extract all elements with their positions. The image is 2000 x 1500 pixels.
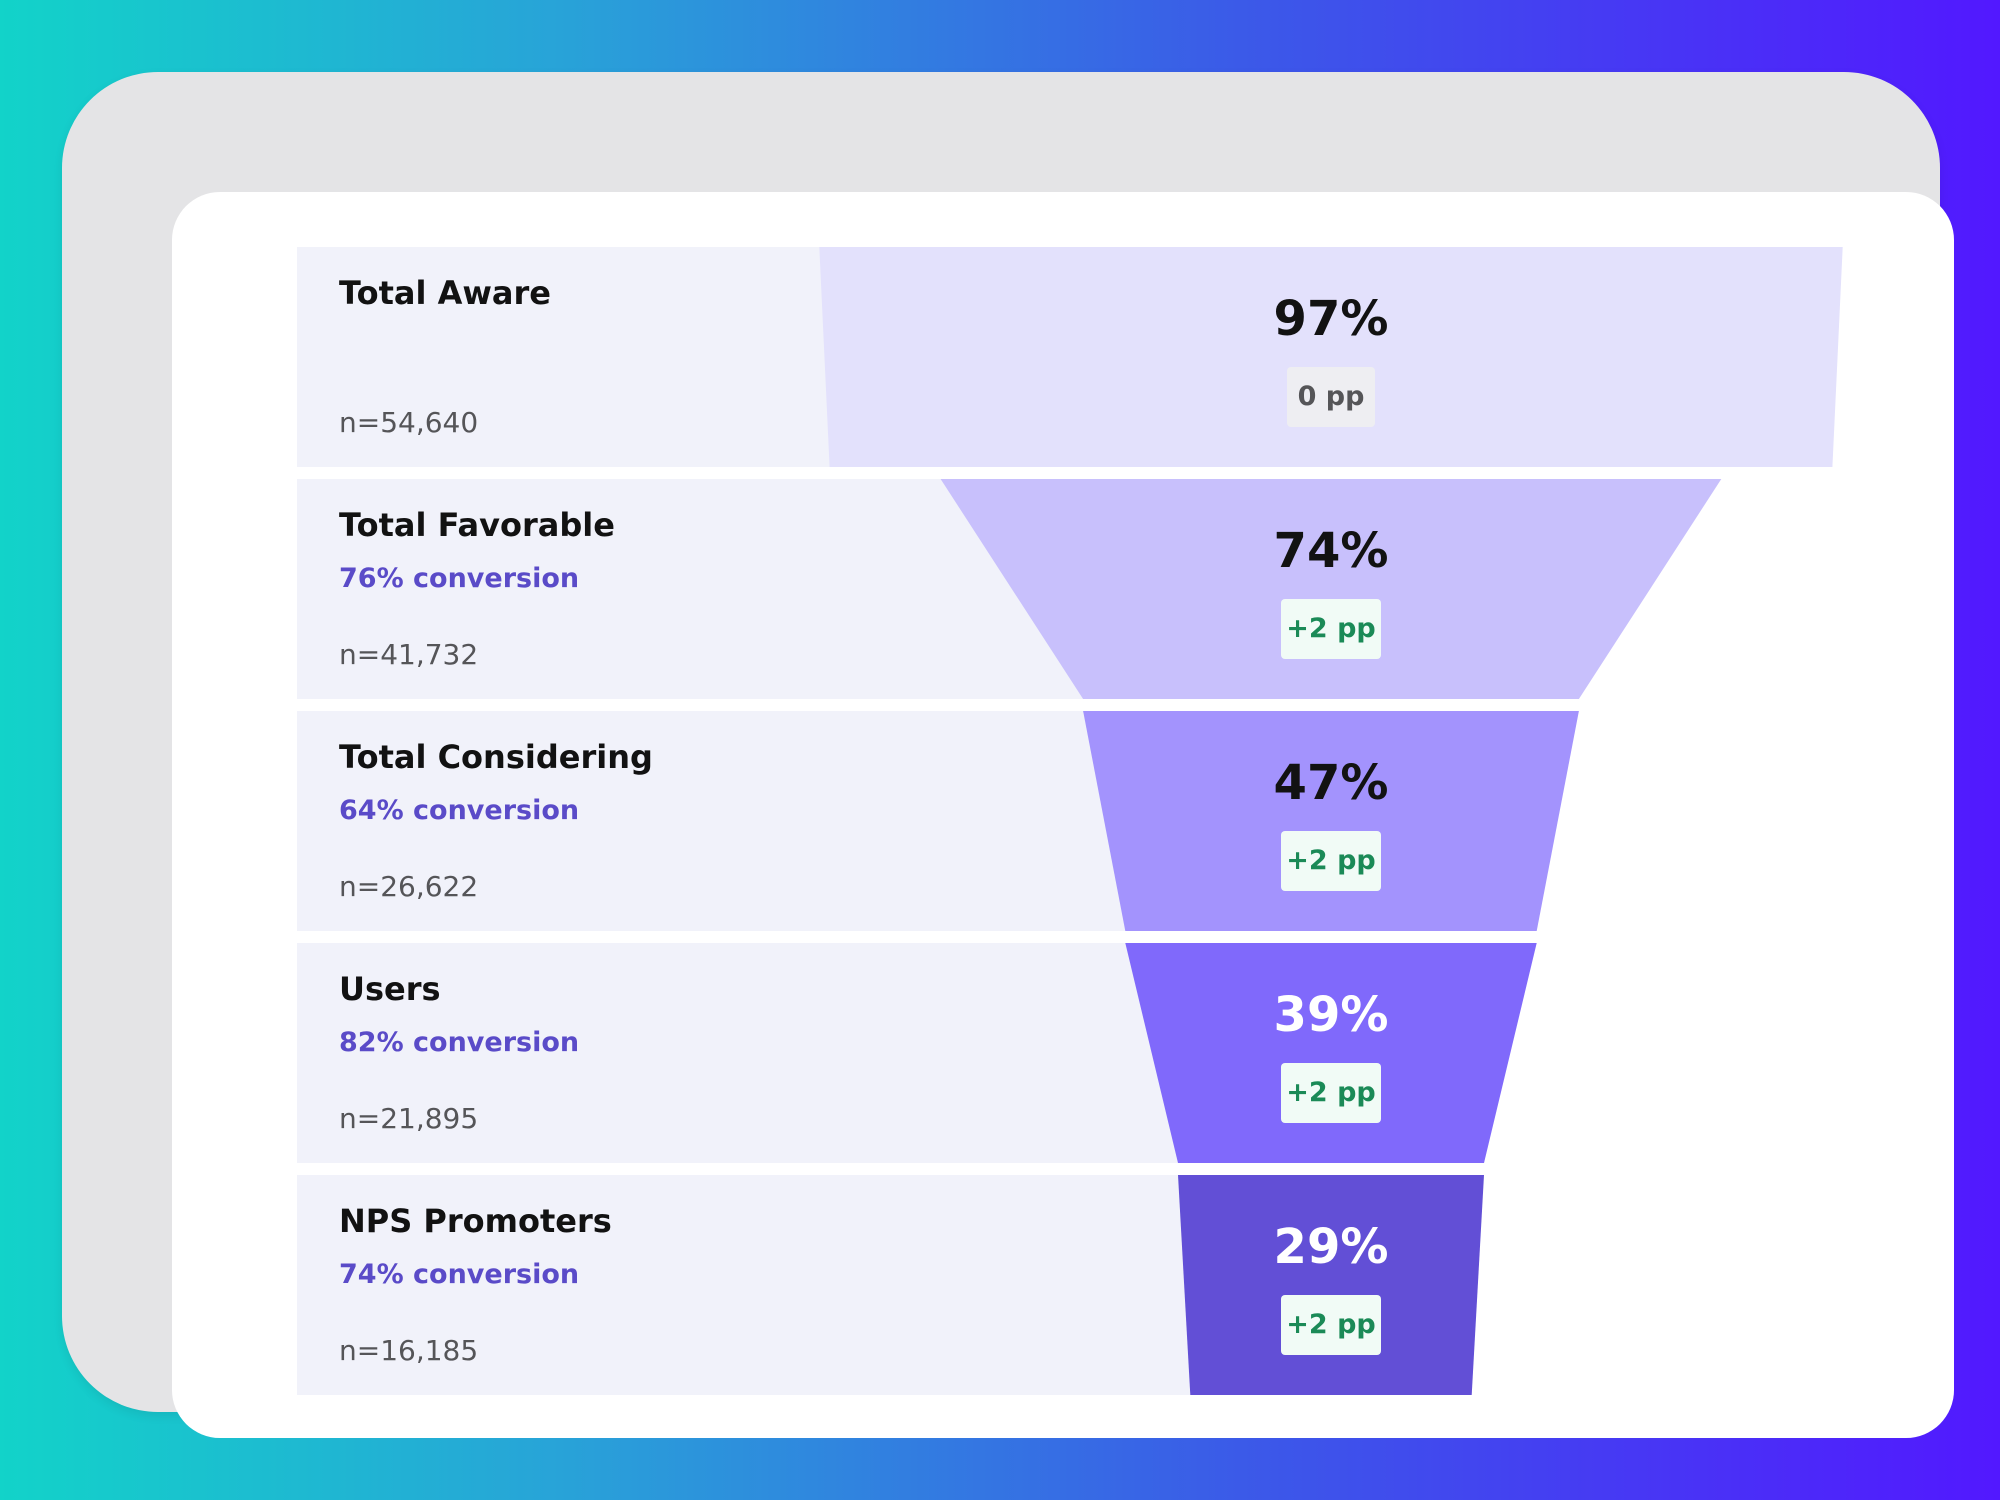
stage-name: Total Favorable — [339, 506, 615, 544]
row-background — [297, 1175, 1191, 1395]
funnel-segment-shape — [819, 247, 1843, 467]
funnel-row-total-aware: Total Aware n=54,640 97% 0 pp — [297, 247, 1843, 467]
stage-count: n=26,622 — [339, 870, 479, 903]
tablet-frame: Total Aware n=54,640 97% 0 pp Total Favo… — [62, 72, 1954, 1438]
stage-label: Users 82% conversion — [339, 967, 859, 1061]
stage-count: n=41,732 — [339, 638, 479, 671]
stage-value: 47% — [1273, 755, 1389, 811]
stage-conversion: 82% conversion — [339, 1027, 580, 1058]
change-badge: +2 pp — [1281, 1295, 1381, 1355]
stage-value: 97% — [1273, 291, 1389, 347]
row-background — [297, 479, 1084, 699]
funnel-segment-shape — [940, 479, 1722, 699]
stage-label: Total Considering 64% conversion — [339, 735, 859, 829]
funnel-row-nps-promoters: NPS Promoters 74% conversion n=16,185 29… — [297, 1175, 1837, 1395]
stage-conversion: 64% conversion — [339, 795, 580, 826]
stage-label: Total Favorable 76% conversion — [339, 503, 859, 597]
stage-count: n=16,185 — [339, 1334, 479, 1367]
row-background — [297, 943, 1179, 1163]
funnel-segment-shape — [1083, 711, 1579, 931]
funnel-segment-users — [1125, 943, 1537, 1163]
row-background — [297, 711, 1126, 931]
funnel-segment-total-aware — [819, 247, 1843, 467]
stage-conversion: 76% conversion — [339, 563, 580, 594]
funnel-segment-nps-promoters — [1178, 1175, 1484, 1395]
change-badge: +2 pp — [1281, 831, 1381, 891]
stage-conversion: 74% conversion — [339, 1259, 580, 1290]
funnel-segment-shape — [1178, 1175, 1484, 1395]
stage-count: n=21,895 — [339, 1102, 479, 1135]
row-background — [297, 247, 830, 467]
funnel-row-total-favorable: Total Favorable 76% conversion n=41,732 … — [297, 479, 1837, 699]
stage-name: NPS Promoters — [339, 1202, 612, 1240]
change-badge: +2 pp — [1281, 599, 1381, 659]
stage-name: Users — [339, 970, 441, 1008]
funnel-row-total-considering: Total Considering 64% conversion n=26,62… — [297, 711, 1837, 931]
change-badge: 0 pp — [1287, 367, 1375, 427]
funnel-segment-total-favorable — [940, 479, 1722, 699]
stage-value: 39% — [1273, 987, 1389, 1043]
funnel-row-users: Users 82% conversion n=21,895 39% +2 pp — [297, 943, 1837, 1163]
tablet-screen: Total Aware n=54,640 97% 0 pp Total Favo… — [172, 192, 1954, 1438]
stage-conversion — [339, 329, 859, 365]
stage-label: NPS Promoters 74% conversion — [339, 1199, 859, 1293]
funnel-segment-shape — [1125, 943, 1537, 1163]
stage-label: Total Aware — [339, 271, 859, 365]
funnel-segment-total-considering — [1083, 711, 1579, 931]
stage-name: Total Aware — [339, 274, 551, 312]
stage-count: n=54,640 — [339, 406, 479, 439]
stage-value: 29% — [1273, 1219, 1389, 1275]
stage-value: 74% — [1273, 523, 1389, 579]
funnel-chart: Total Aware n=54,640 97% 0 pp Total Favo… — [297, 247, 1843, 1395]
change-badge: +2 pp — [1281, 1063, 1381, 1123]
stage-name: Total Considering — [339, 738, 653, 776]
